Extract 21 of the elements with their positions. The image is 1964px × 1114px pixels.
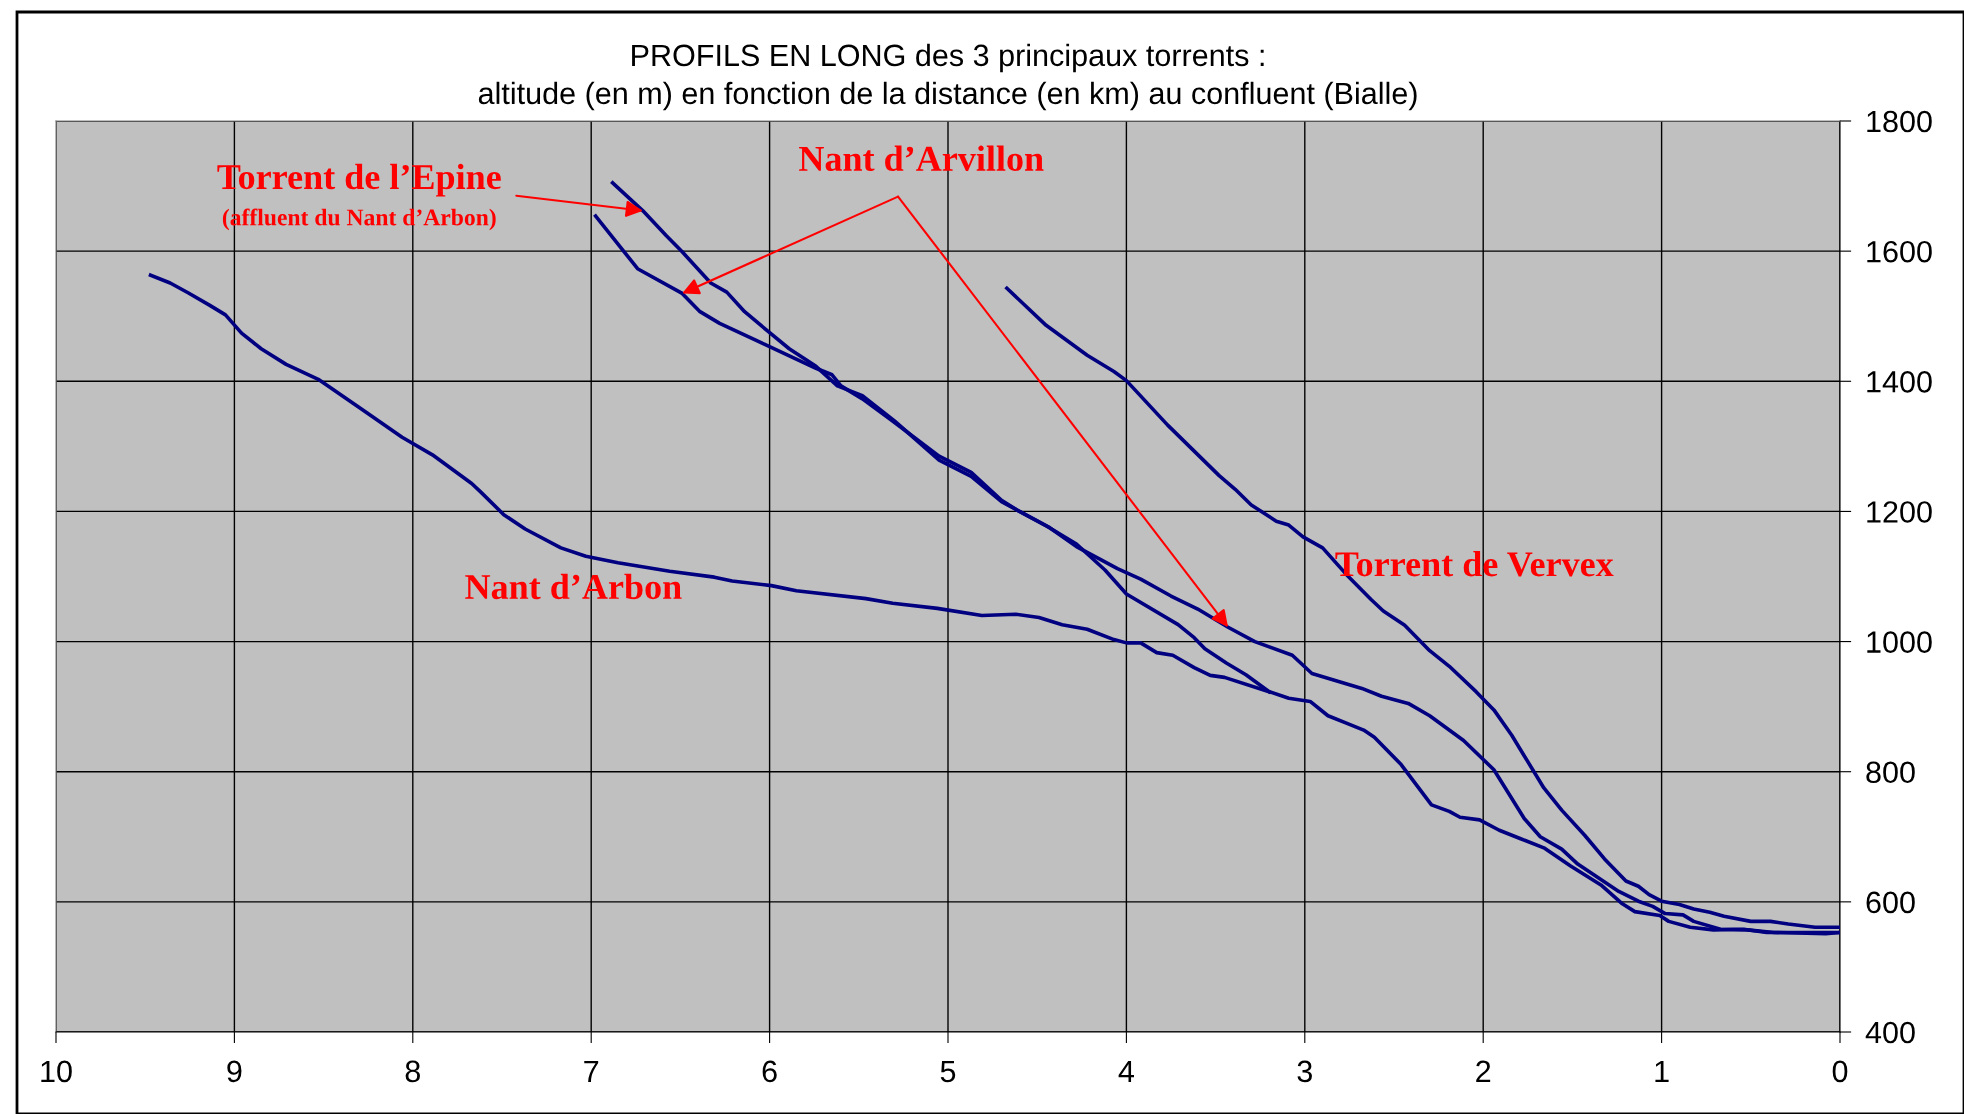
- x-tick-label: 5: [940, 1060, 956, 1083]
- y-tick-label: 1000: [1867, 631, 1932, 653]
- x-tick-label: 4: [1118, 1060, 1134, 1082]
- x-tick-label: 0: [1832, 1060, 1848, 1083]
- x-tick-label: 2: [1476, 1060, 1491, 1082]
- chart-subtitle: altitude (en m) en fonction de la distance (en km) au confluent (Bialle): [478, 81, 1417, 111]
- y-tick-label: 800: [1866, 761, 1915, 784]
- y-tick-label: 1200: [1867, 501, 1932, 523]
- x-tick-label: 1: [1655, 1060, 1669, 1082]
- y-tick-label: 1600: [1867, 240, 1932, 263]
- y-tick-label: 400: [1865, 1021, 1915, 1044]
- x-tick-label: 9: [227, 1060, 242, 1083]
- y-tick-label: 1800: [1867, 110, 1932, 133]
- y-tick-label: 1400: [1867, 371, 1932, 393]
- x-tick-label: 8: [405, 1060, 420, 1083]
- chart-title: PROFILS EN LONG des 3 principaux torrents :: [632, 43, 1264, 73]
- x-tick-label: 6: [762, 1060, 777, 1083]
- x-tick-label: 10: [41, 1060, 72, 1083]
- x-tick-label: 3: [1297, 1060, 1312, 1083]
- x-tick-label: 7: [584, 1060, 599, 1082]
- y-tick-label: 600: [1866, 891, 1915, 914]
